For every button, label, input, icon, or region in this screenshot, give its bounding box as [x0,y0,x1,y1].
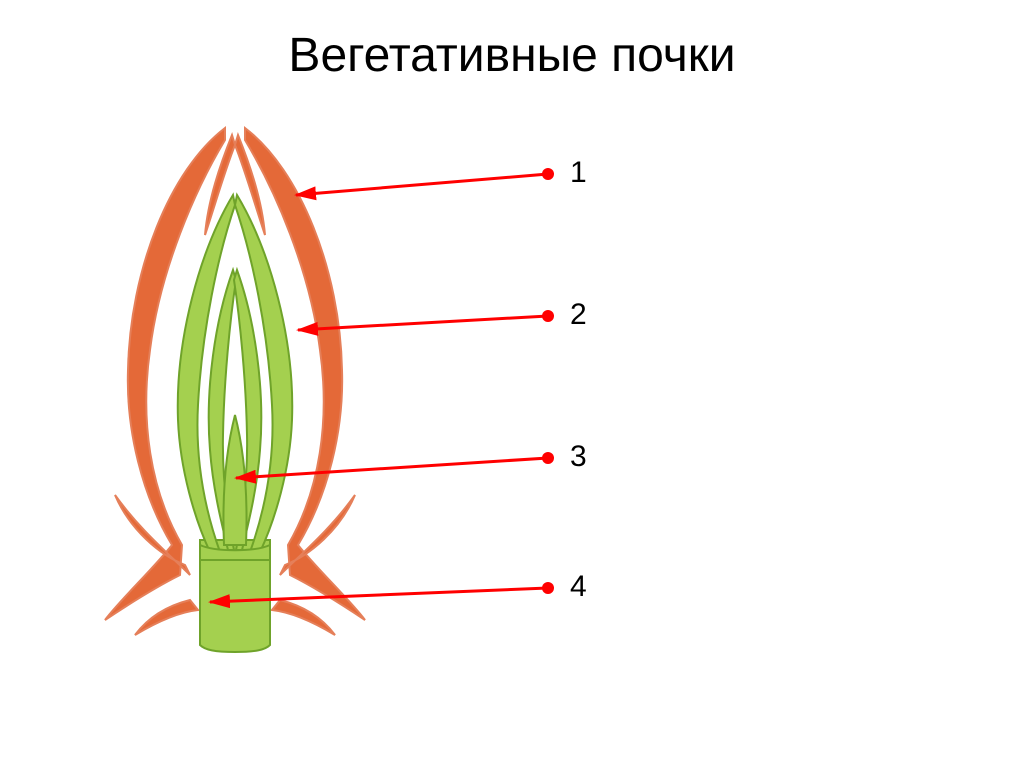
callout-label-2: 2 [570,298,587,332]
callout-arrow-1 [296,174,548,195]
callout-dot-2 [542,310,554,322]
callout-label-1: 1 [570,156,587,190]
callout-label-4: 4 [570,570,587,604]
outer-spike-left-low2 [135,600,198,635]
callout-dot-3 [542,452,554,464]
callout-label-3: 3 [570,440,587,474]
inner-cone [223,415,246,545]
callout-dot-4 [542,582,554,594]
bud-diagram [0,0,1024,772]
callout-dot-1 [542,168,554,180]
bud-illustration [105,128,365,652]
outer-spike-right-low2 [272,600,335,635]
